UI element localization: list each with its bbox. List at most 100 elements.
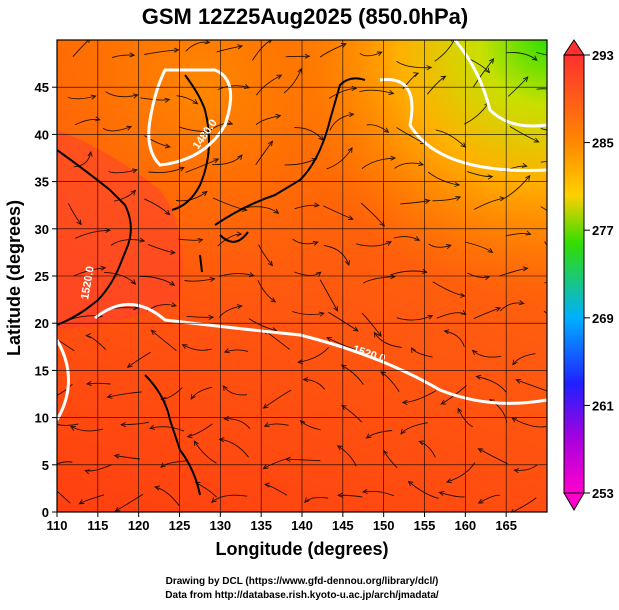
x-tick-label: 155	[414, 518, 436, 533]
streamline-arrow	[171, 302, 177, 308]
streamline-arrow	[173, 47, 180, 53]
streamline-arrow	[223, 415, 229, 422]
streamline	[57, 423, 79, 426]
streamline-arrow	[522, 76, 529, 83]
colorbar-tick-label: 293	[592, 48, 614, 63]
hot-region-china	[57, 130, 183, 330]
colorbar-tick-label: 277	[592, 223, 614, 238]
streamline-arrow	[192, 99, 199, 105]
streamline-arrow	[170, 249, 176, 255]
streamline-arrow	[130, 279, 137, 285]
streamline-arrow	[477, 498, 484, 504]
x-tick-label: 125	[169, 518, 191, 533]
streamline-arrow	[484, 67, 490, 74]
streamline-arrow	[169, 280, 176, 286]
streamline-arrow	[443, 329, 450, 335]
streamline	[151, 329, 177, 352]
streamline	[540, 127, 547, 131]
streamline	[504, 175, 531, 199]
streamline-arrow	[85, 40, 91, 44]
streamline-arrow	[471, 349, 478, 356]
streamline	[507, 76, 529, 97]
streamline	[193, 440, 217, 464]
streamline	[148, 166, 185, 174]
streamline-arrow	[267, 140, 274, 147]
streamline	[149, 426, 185, 432]
streamline-arrow	[237, 44, 244, 50]
streamline	[85, 464, 112, 472]
streamline-arrow	[284, 456, 291, 462]
streamline	[211, 494, 248, 503]
streamline	[472, 350, 502, 358]
colorbar-gradient	[563, 54, 585, 494]
colorbar-top-arrow	[563, 39, 585, 56]
streamline	[440, 385, 467, 405]
streamline	[144, 135, 170, 148]
colorbar-bottom-arrow	[563, 492, 585, 511]
colorbar-tick-label: 285	[592, 136, 614, 151]
streamline-arrow	[553, 217, 557, 222]
streamline	[113, 190, 136, 202]
streamline	[144, 49, 179, 55]
streamline	[328, 87, 357, 99]
streamline-arrow	[531, 55, 538, 61]
streamline-arrow	[440, 75, 447, 81]
streamline-arrow	[337, 492, 343, 498]
y-axis: 0 5 10 15 20 25 30 35 40 45	[35, 80, 57, 520]
y-tick-label: 25	[35, 269, 49, 284]
streamline-arrow	[139, 237, 146, 243]
x-tick-label: 160	[454, 518, 476, 533]
streamline-arrow	[426, 65, 433, 71]
colorbar-tick-label: 269	[592, 311, 614, 326]
streamline-arrow	[275, 113, 282, 119]
streamline	[182, 344, 212, 351]
streamline-arrow	[361, 488, 368, 494]
y-tick-label: 45	[35, 80, 49, 95]
streamline-arrow	[418, 440, 425, 446]
streamline	[292, 238, 319, 245]
streamline-arrow	[160, 462, 166, 468]
streamline	[298, 347, 329, 363]
streamline-arrow	[555, 257, 560, 262]
streamline	[391, 270, 427, 276]
streamline-arrow	[178, 166, 185, 172]
streamline-arrow	[304, 53, 311, 59]
streamline	[224, 418, 251, 429]
y-tick-label: 30	[35, 222, 49, 237]
y-tick-label: 35	[35, 175, 49, 190]
streamline-arrow	[341, 404, 347, 410]
streamline-arrow	[386, 241, 393, 246]
streamline	[476, 376, 507, 393]
streamline	[326, 147, 353, 170]
streamline	[512, 353, 536, 366]
x-tick-label: 140	[291, 518, 313, 533]
y-tick-label: 40	[35, 127, 49, 142]
streamline-arrow	[333, 305, 338, 312]
streamline	[294, 204, 319, 210]
colorbar-tick-label: 253	[592, 486, 614, 501]
streamline-arrow	[414, 236, 421, 241]
streamline-arrow	[352, 326, 359, 332]
streamline	[72, 40, 90, 57]
streamline	[543, 310, 547, 315]
streamline	[394, 162, 424, 169]
streamline-arrow	[76, 219, 82, 226]
streamline	[464, 241, 493, 253]
streamline	[57, 490, 71, 504]
streamline	[57, 461, 73, 465]
streamline	[258, 244, 273, 266]
streamline	[359, 89, 394, 95]
streamline-arrow	[336, 445, 343, 451]
streamline	[285, 55, 310, 58]
streamline-arrow	[276, 74, 283, 80]
streamline-arrow	[388, 89, 395, 95]
streamline	[511, 417, 547, 428]
streamline	[247, 206, 279, 214]
streamline-arrow	[87, 150, 93, 157]
streamline	[337, 445, 357, 467]
streamline	[499, 302, 524, 312]
streamline-arrow	[223, 348, 230, 354]
y-tick-label: 20	[35, 316, 49, 331]
y-tick-label: 10	[35, 411, 49, 426]
streamline	[478, 494, 501, 504]
